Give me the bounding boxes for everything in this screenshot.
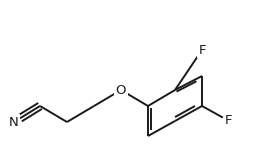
Text: F: F — [198, 44, 206, 56]
Text: F: F — [225, 115, 233, 127]
Text: O: O — [116, 83, 126, 97]
Text: N: N — [9, 115, 19, 129]
